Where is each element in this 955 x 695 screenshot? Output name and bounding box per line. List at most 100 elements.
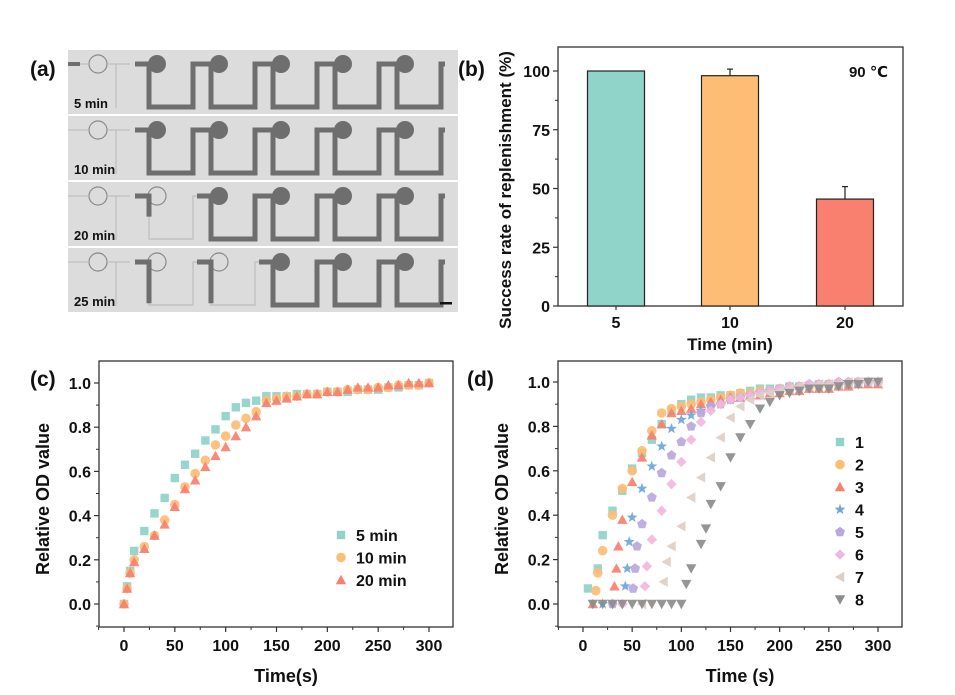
data-point	[646, 534, 658, 545]
data-point	[423, 377, 435, 388]
y-axis-label: Success rate of replenishment (%)	[496, 51, 515, 329]
channel-unit	[383, 253, 445, 308]
data-point	[220, 441, 231, 452]
data-point	[656, 418, 667, 429]
data-point	[725, 453, 736, 463]
data-point	[597, 545, 608, 556]
data-point	[835, 437, 845, 447]
y-tick-label: 25	[532, 240, 550, 257]
data-point	[251, 396, 261, 405]
data-point	[211, 425, 220, 434]
x-tick-label: 250	[365, 638, 392, 655]
data-point	[352, 382, 364, 392]
legend-label: 2	[855, 458, 864, 475]
legend-item: 2	[835, 458, 864, 475]
y-tick-label: 1.0	[528, 375, 550, 392]
series-3	[587, 379, 884, 609]
data-point	[754, 404, 766, 414]
data-point	[159, 519, 170, 529]
legend-label: 5 min	[356, 528, 398, 545]
channel-empty	[68, 129, 130, 174]
y-tick-label: 0.4	[69, 509, 91, 526]
data-point	[362, 382, 374, 392]
row-background	[68, 182, 458, 246]
data-point	[705, 499, 717, 510]
y-tick-label: 0.0	[69, 597, 91, 614]
data-point	[685, 403, 697, 413]
data-point	[598, 530, 607, 540]
data-point	[656, 599, 667, 610]
data-point	[623, 536, 635, 547]
data-point	[794, 386, 805, 397]
data-point	[676, 456, 687, 468]
legend-item: 8	[834, 593, 864, 610]
data-point	[626, 511, 638, 522]
data-point	[754, 390, 765, 401]
channel-unit	[321, 253, 383, 308]
legend-item: 5 min	[336, 528, 398, 545]
data-point	[813, 384, 825, 394]
data-point	[611, 563, 622, 573]
data-point	[332, 386, 343, 397]
data-point	[592, 568, 603, 578]
x-tick-label: 50	[166, 638, 184, 655]
data-point	[646, 492, 657, 502]
x-axis-label: Time (s)	[706, 666, 775, 686]
x-tick-label: 200	[766, 638, 793, 655]
data-point	[210, 450, 221, 461]
droplet-chamber-filled	[210, 121, 228, 139]
temperature-annotation: 90 ℃	[849, 64, 888, 81]
data-point	[676, 521, 686, 532]
data-point	[646, 430, 658, 440]
droplet-chamber-filled	[210, 55, 228, 73]
legend-label: 8	[855, 593, 864, 610]
channel-unit	[259, 55, 321, 110]
data-point	[281, 393, 292, 403]
data-point	[744, 394, 755, 405]
channel-empty	[68, 261, 130, 306]
droplet-chamber-filled	[334, 55, 352, 73]
x-tick-label: 100	[212, 638, 239, 655]
y-tick-label: 50	[532, 182, 550, 199]
legend-item: 6	[834, 548, 864, 565]
time-label: 10 min	[74, 162, 115, 177]
panel-c-label: (c)	[30, 368, 56, 391]
panel-d-label: (d)	[467, 368, 494, 391]
data-point	[180, 460, 190, 469]
data-point	[725, 412, 735, 423]
data-point	[666, 407, 677, 418]
time-label: 5 min	[74, 96, 108, 111]
data-point	[241, 413, 251, 424]
data-point	[221, 411, 230, 421]
data-point	[636, 482, 648, 494]
y-tick-label: 0.2	[69, 553, 91, 570]
channel-partial	[197, 259, 214, 304]
data-point	[656, 467, 667, 478]
data-point	[129, 546, 139, 556]
data-point	[617, 483, 628, 494]
data-point	[383, 380, 394, 390]
data-point	[774, 391, 785, 401]
chart-b: 0 25 50 75 100 5 10 20 Time (min) Success rate of…	[496, 46, 904, 354]
data-point	[617, 599, 628, 610]
y-tick-label: 1.0	[69, 376, 91, 393]
micrograph-row: 25 min	[68, 248, 458, 312]
droplet-chamber-filled	[272, 187, 290, 205]
data-point	[695, 472, 706, 483]
data-point	[872, 377, 884, 388]
data-point	[705, 452, 716, 463]
data-point	[619, 580, 631, 591]
channel-unit	[135, 252, 197, 306]
legend-item: 10 min	[336, 551, 407, 568]
data-point	[170, 473, 180, 483]
data-point	[686, 421, 697, 431]
data-point	[189, 475, 201, 485]
channel-unit	[135, 186, 197, 240]
legend-label: 1	[855, 435, 864, 452]
data-point	[700, 524, 712, 534]
droplet-chamber-filled	[334, 121, 352, 139]
legend-item: 20 min	[335, 573, 407, 590]
channel-unit	[383, 55, 445, 110]
data-point	[661, 556, 671, 568]
data-point	[685, 434, 697, 445]
